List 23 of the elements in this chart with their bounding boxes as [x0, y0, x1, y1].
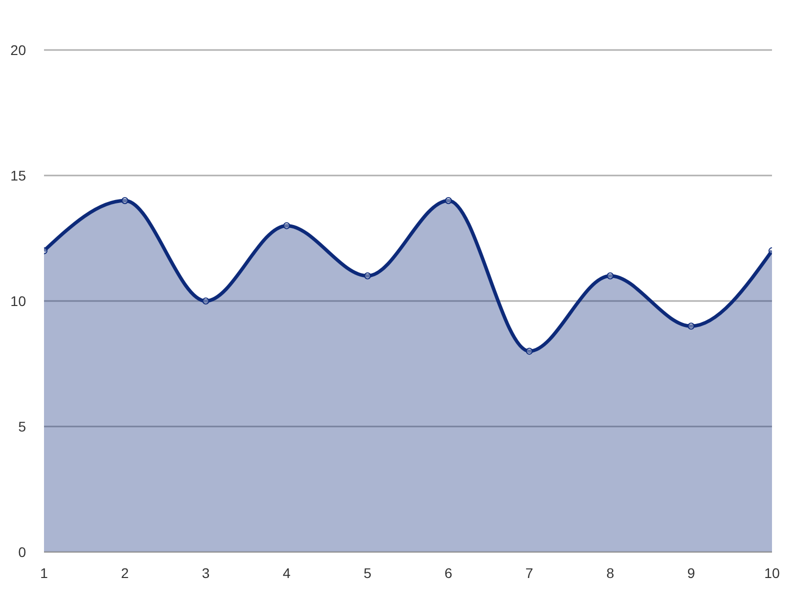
x-tick-label: 8 [606, 564, 614, 581]
y-tick-label: 20 [10, 42, 26, 58]
x-tick-label: 6 [444, 564, 453, 581]
point [606, 272, 614, 280]
x-tick-label: 7 [525, 564, 534, 581]
point [526, 348, 533, 355]
y-tick-label: 5 [18, 418, 26, 434]
point [202, 298, 210, 304]
x-tick-label: 2 [120, 564, 129, 581]
x-tick-label: 9 [687, 564, 696, 581]
point [364, 272, 372, 280]
x-tick-label: 3 [202, 564, 210, 581]
point [121, 197, 128, 204]
x-tick-label: 5 [364, 564, 372, 581]
y-tick-label: 15 [10, 167, 26, 184]
y-tick-label: 0 [18, 544, 26, 560]
y-tick-label: 10 [10, 292, 26, 309]
point [688, 322, 695, 330]
point [444, 197, 452, 204]
x-tick-label: 4 [282, 564, 291, 581]
point [283, 222, 290, 230]
x-tick-label: 1 [40, 564, 48, 581]
x-tick-label: 10 [764, 564, 780, 581]
